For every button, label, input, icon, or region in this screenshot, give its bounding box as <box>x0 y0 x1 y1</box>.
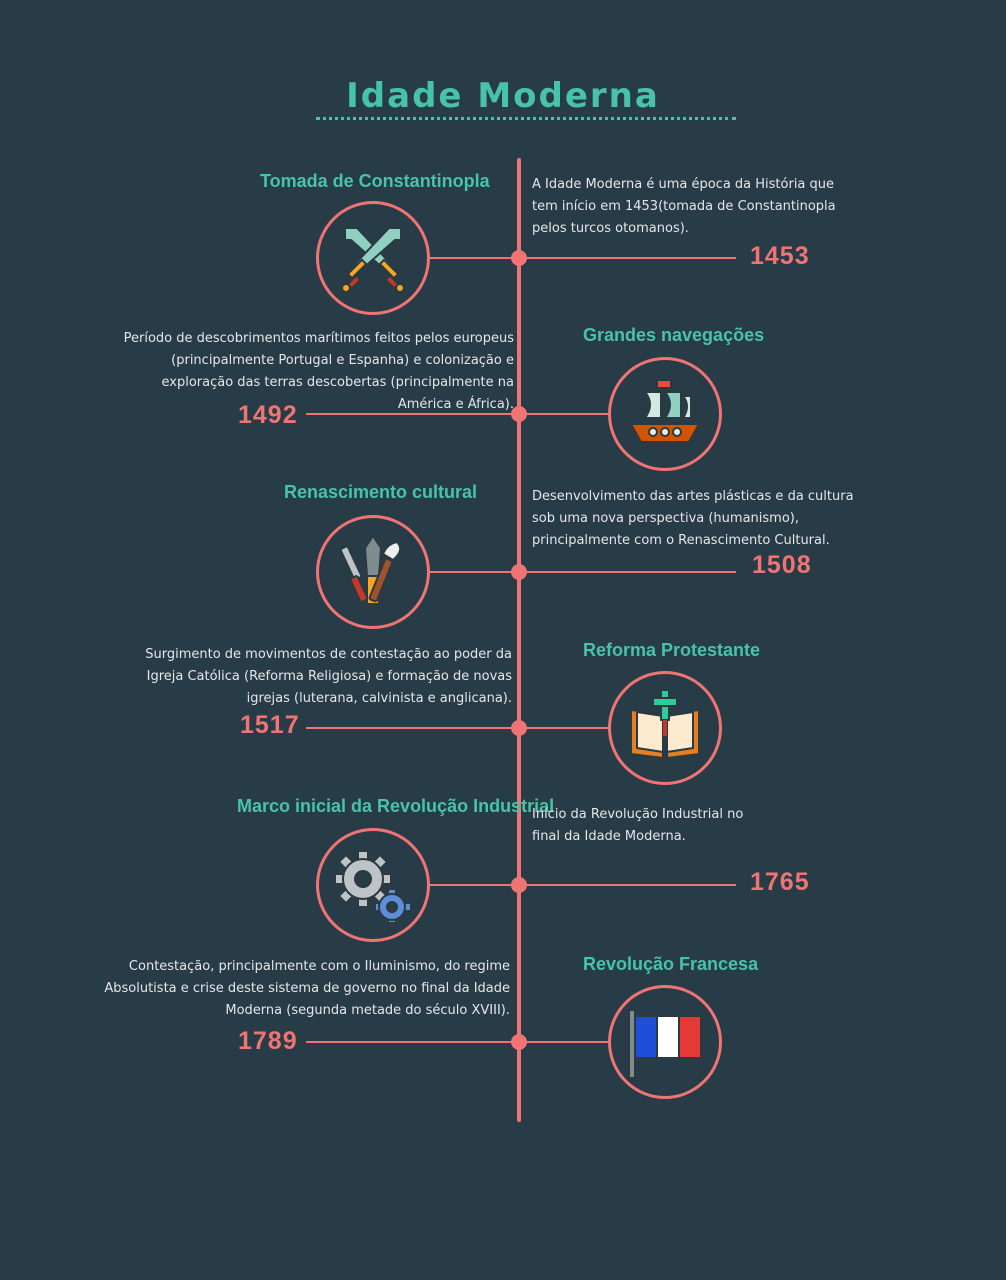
event-title: Renascimento cultural <box>284 482 478 502</box>
event-year: 1453 <box>750 242 810 270</box>
event-year: 1789 <box>238 1027 298 1055</box>
event-year: 1508 <box>752 551 812 579</box>
icon-circle <box>608 357 722 471</box>
event-description: Surgimento de movimentos de contestação … <box>145 647 512 706</box>
title-underline <box>316 117 736 120</box>
event-title: Grandes navegações <box>583 325 765 345</box>
event-description: Desenvolvimento das artes plásticas e da… <box>532 489 854 548</box>
timeline-dot <box>511 250 527 266</box>
ship-icon <box>630 379 700 443</box>
gears-icon <box>334 850 412 924</box>
timeline-dot <box>511 1034 527 1050</box>
event-description: A Idade Moderna é uma época da História … <box>532 177 836 236</box>
icon-circle <box>316 828 430 942</box>
timeline-dot <box>511 720 527 736</box>
timeline-axis <box>517 158 521 1122</box>
art-tools-icon <box>339 535 402 605</box>
event-year: 1765 <box>750 868 810 896</box>
connector-line <box>430 257 736 259</box>
connector-line <box>306 727 610 729</box>
crossed-swords-icon <box>341 227 405 293</box>
event-title: Marco inicial da Revolução Industrial <box>237 796 555 816</box>
event-description: Contestação, principalmente com o Ilumin… <box>104 959 510 1018</box>
timeline-dot <box>511 406 527 422</box>
icon-circle <box>316 515 430 629</box>
connector-line <box>306 413 610 415</box>
french-flag-icon <box>628 1009 702 1079</box>
timeline-dot <box>511 877 527 893</box>
event-title: Revolução Francesa <box>583 954 759 974</box>
event-description: Período de descobrimentos marítimos feit… <box>123 331 514 412</box>
connector-line <box>430 571 736 573</box>
icon-circle <box>608 671 722 785</box>
event-description: Início da Revolução Industrial no final … <box>532 807 744 844</box>
event-year: 1517 <box>240 711 300 739</box>
connector-line <box>306 1041 610 1043</box>
timeline-dot <box>511 564 527 580</box>
event-year: 1492 <box>238 401 298 429</box>
connector-line <box>430 884 736 886</box>
icon-circle <box>316 201 430 315</box>
bible-cross-icon <box>630 689 700 759</box>
event-title: Reforma Protestante <box>583 640 761 660</box>
event-title: Tomada de Constantinopla <box>260 171 490 191</box>
page-title: Idade Moderna <box>346 76 660 116</box>
icon-circle <box>608 985 722 1099</box>
